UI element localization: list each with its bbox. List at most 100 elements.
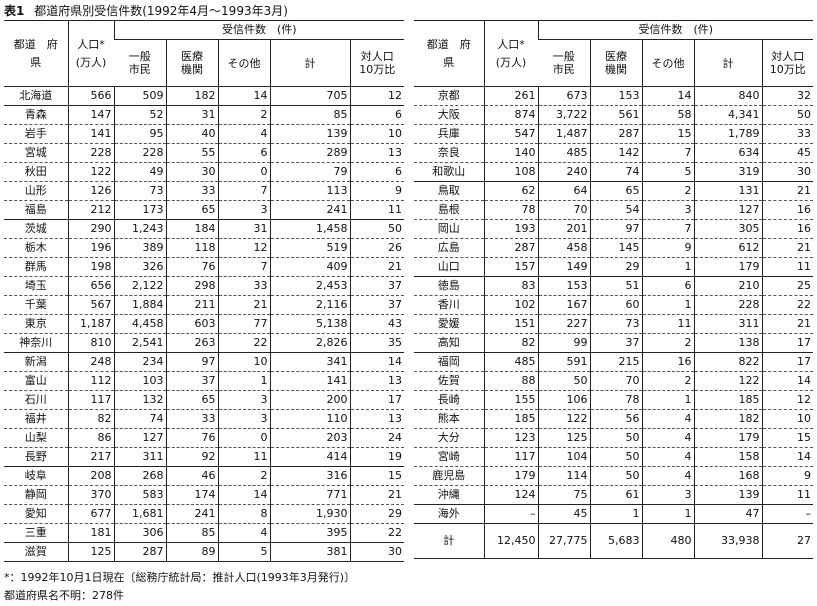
population-cell: 151 (483, 314, 538, 334)
general-public-cell: 167 (537, 295, 590, 315)
total-cell: 1,930 (269, 504, 350, 524)
header-received-count: 受信件数 (件) (537, 20, 813, 40)
prefecture-cell: 長野 (4, 447, 68, 467)
population-cell: 123 (483, 428, 538, 448)
ratio-cell: 10 (349, 124, 404, 144)
population-cell: 228 (67, 143, 114, 163)
other-cell: 0 (217, 162, 270, 182)
header-population: 人口* (万人) (483, 20, 538, 87)
other-cell: 4 (641, 409, 694, 429)
ratio-cell: 35 (349, 333, 404, 353)
header-medical: 医療 機関 (589, 39, 642, 87)
other-cell: 1 (641, 504, 694, 524)
prefecture-cell: 新潟 (4, 352, 68, 372)
prefecture-cell: 長崎 (414, 390, 484, 410)
total-cell: 2,826 (269, 333, 350, 353)
prefecture-cell: 岐阜 (4, 466, 68, 486)
general-public-cell: 3,722 (537, 105, 590, 125)
total-cell: 179 (693, 257, 762, 277)
population-cell: 62 (483, 181, 538, 201)
header-prefecture: 都道 府県 (426, 37, 471, 69)
general-public-cell: 240 (537, 162, 590, 182)
total-cell: 395 (269, 523, 350, 543)
header-total: 計 (269, 39, 350, 87)
prefecture-cell: 広島 (414, 238, 484, 258)
total-cell: 79 (269, 162, 350, 182)
population-cell: 88 (483, 371, 538, 391)
general-public-cell: 106 (537, 390, 590, 410)
table-row: 高知 82 99 37 2 138 17 (414, 333, 813, 353)
total-cell: 113 (269, 181, 350, 201)
other-cell: 1 (217, 371, 270, 391)
table-row: 和歌山 108 240 74 5 319 30 (414, 162, 813, 182)
population-cell: 125 (67, 542, 114, 562)
table-row: 山口 157 149 29 1 179 11 (414, 257, 813, 277)
left-table-body: 北海道 566 509 182 14 705 12 青森 147 52 31 2 85 6 岩手 141 95 4… (4, 86, 404, 562)
general-public-cell: 127 (113, 428, 166, 448)
population-cell: 117 (483, 447, 538, 467)
other-cell: 14 (641, 86, 694, 106)
total-cell: 127 (693, 200, 762, 220)
prefecture-cell: 群馬 (4, 257, 68, 277)
medical-cell: 37 (165, 371, 218, 391)
prefecture-cell: 計 (443, 534, 455, 547)
table-row: 青森 147 52 31 2 85 6 (4, 105, 404, 125)
table-caption: 表1 都道府県別受信件数(1992年4月～1993年3月) (4, 3, 288, 19)
other-cell: 3 (217, 200, 270, 220)
prefecture-cell: 沖縄 (414, 485, 484, 505)
right-table: 都道 府県 人口* (万人) 受信件数 (件) 一般 市民 医療 機関 その他 計 対… (414, 20, 813, 559)
other-cell: 3 (641, 485, 694, 505)
prefecture-cell: 富山 (4, 371, 68, 391)
medical-cell: 97 (589, 219, 642, 239)
general-public-cell: 591 (537, 352, 590, 372)
medical-cell: 184 (165, 219, 218, 239)
table-row: 沖縄 124 75 61 3 139 11 (414, 485, 813, 505)
general-public-cell: 234 (113, 352, 166, 372)
population-cell: 567 (67, 295, 114, 315)
prefecture-cell: 島根 (414, 200, 484, 220)
total-cell: 139 (693, 485, 762, 505)
general-public-cell: 306 (113, 523, 166, 543)
medical-cell: 603 (165, 314, 218, 334)
ratio-cell: 16 (761, 219, 813, 239)
prefecture-cell: 茨城 (4, 219, 68, 239)
population-cell: 126 (67, 181, 114, 201)
table-row: 愛知 677 1,681 241 8 1,930 29 (4, 504, 404, 524)
population-cell: 141 (67, 124, 114, 144)
table-row: 鳥取 62 64 65 2 131 21 (414, 181, 813, 201)
ratio-cell: 11 (761, 485, 813, 505)
medical-cell: 65 (165, 390, 218, 410)
prefecture-cell: 福岡 (414, 352, 484, 372)
medical-cell: 29 (589, 257, 642, 277)
other-cell: 0 (217, 428, 270, 448)
population-cell: 108 (483, 162, 538, 182)
population-cell: 181 (67, 523, 114, 543)
population-cell: 212 (67, 200, 114, 220)
prefecture-cell: 山口 (414, 257, 484, 277)
prefecture-cell: 高知 (414, 333, 484, 353)
population-cell: 179 (483, 466, 538, 486)
general-public-cell: 103 (113, 371, 166, 391)
ratio-cell: 17 (761, 352, 813, 372)
population-cell: 196 (67, 238, 114, 258)
population-cell: 83 (483, 276, 538, 296)
prefecture-cell: 奈良 (414, 143, 484, 163)
other-cell: 2 (641, 333, 694, 353)
total-cell: 1,789 (693, 124, 762, 144)
table-row: 三重 181 306 85 4 395 22 (4, 523, 404, 543)
population-cell: 547 (483, 124, 538, 144)
total-cell: 705 (269, 86, 350, 106)
medical-cell: 31 (165, 105, 218, 125)
population-cell: 12,450 (483, 523, 538, 559)
ratio-cell: 17 (761, 333, 813, 353)
other-cell: 3 (217, 390, 270, 410)
table-row: 長野 217 311 92 11 414 19 (4, 447, 404, 467)
ratio-cell: 43 (349, 314, 404, 334)
prefecture-cell: 徳島 (414, 276, 484, 296)
prefecture-cell: 山形 (4, 181, 68, 201)
medical-cell: 5,683 (589, 523, 642, 559)
prefecture-cell: 山梨 (4, 428, 68, 448)
other-cell: 14 (217, 485, 270, 505)
ratio-cell: 37 (349, 295, 404, 315)
table-row: 岩手 141 95 40 4 139 10 (4, 124, 404, 144)
